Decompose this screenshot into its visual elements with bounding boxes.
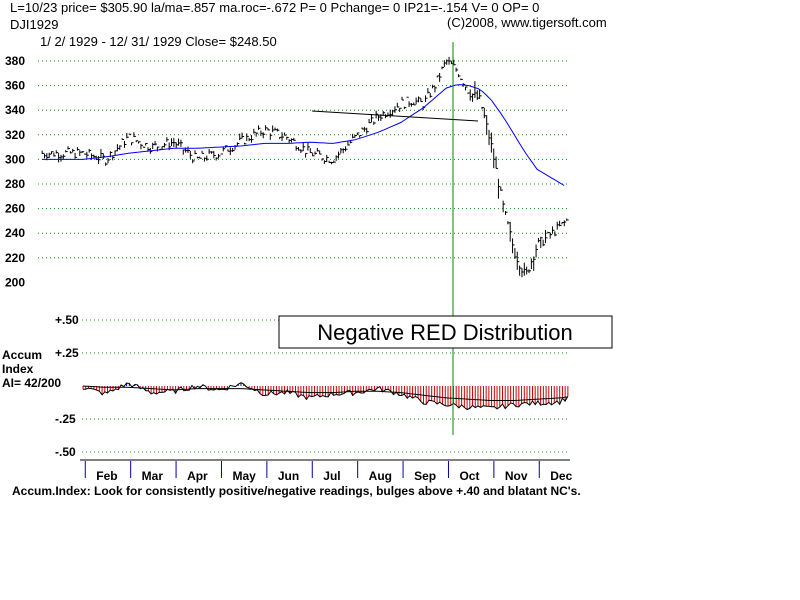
accum-index-line bbox=[83, 382, 569, 411]
month-label-Sep: Sep bbox=[414, 469, 436, 483]
price-bars bbox=[41, 56, 569, 278]
accum-tick-2: -.25 bbox=[55, 412, 76, 426]
accum-label-3: AI= 42/200 bbox=[2, 376, 61, 390]
symbol: DJI1929 bbox=[10, 17, 58, 32]
accum-label-1: Accum bbox=[2, 348, 42, 362]
annotation-text: Negative RED Distribution bbox=[317, 320, 573, 345]
accum-ma-line bbox=[82, 385, 568, 401]
price-tick-320: 320 bbox=[5, 128, 25, 142]
price-tick-260: 260 bbox=[5, 202, 25, 216]
price-tick-240: 240 bbox=[5, 226, 25, 240]
price-tick-200: 200 bbox=[5, 275, 25, 289]
header-stats: L=10/23 price= $305.90 la/ma=.857 ma.roc… bbox=[10, 0, 539, 15]
month-label-Jun: Jun bbox=[278, 469, 299, 483]
month-label-Apr: Apr bbox=[187, 469, 208, 483]
annotation-box bbox=[278, 315, 613, 349]
price-tick-340: 340 bbox=[5, 103, 25, 117]
month-label-Feb: Feb bbox=[96, 469, 117, 483]
accum-label-2: Index bbox=[2, 362, 34, 376]
price-gridlines bbox=[38, 60, 568, 259]
accum-tick-3: -.50 bbox=[55, 445, 76, 459]
price-tick-300: 300 bbox=[5, 152, 25, 166]
accum-tick-1: +.25 bbox=[55, 346, 79, 360]
month-label-Jul: Jul bbox=[323, 469, 340, 483]
month-label-Dec: Dec bbox=[550, 469, 572, 483]
accum-tick-0: +.50 bbox=[55, 313, 79, 327]
date-range: 1/ 2/ 1929 - 12/ 31/ 1929 Close= $248.50 bbox=[40, 34, 277, 49]
price-tick-280: 280 bbox=[5, 177, 25, 191]
price-tick-220: 220 bbox=[5, 251, 25, 265]
month-label-Aug: Aug bbox=[369, 469, 392, 483]
neckline bbox=[311, 110, 479, 122]
month-labels: Feb Mar Apr May Jun Jul Aug Sep Oct Nov Dec bbox=[84, 461, 573, 483]
accum-bars bbox=[82, 382, 569, 410]
accum-gridlines bbox=[82, 319, 568, 453]
price-tick-380: 380 bbox=[5, 54, 25, 68]
month-label-May: May bbox=[232, 469, 256, 483]
footer-note: Accum.Index: Look for consistently posit… bbox=[12, 484, 581, 498]
month-label-Nov: Nov bbox=[505, 469, 528, 483]
copyright: (C)2008, www.tigersoft.com bbox=[447, 15, 607, 30]
price-tick-360: 360 bbox=[5, 79, 25, 93]
month-label-Oct: Oct bbox=[459, 469, 479, 483]
moving-average-line bbox=[42, 84, 565, 186]
month-label-Mar: Mar bbox=[142, 469, 164, 483]
accum-axis-ticks: +.50 +.25 -.25 -.50 bbox=[55, 313, 79, 459]
price-axis-ticks: 200 220 240 260 280 300 320 340 360 380 bbox=[5, 54, 25, 289]
